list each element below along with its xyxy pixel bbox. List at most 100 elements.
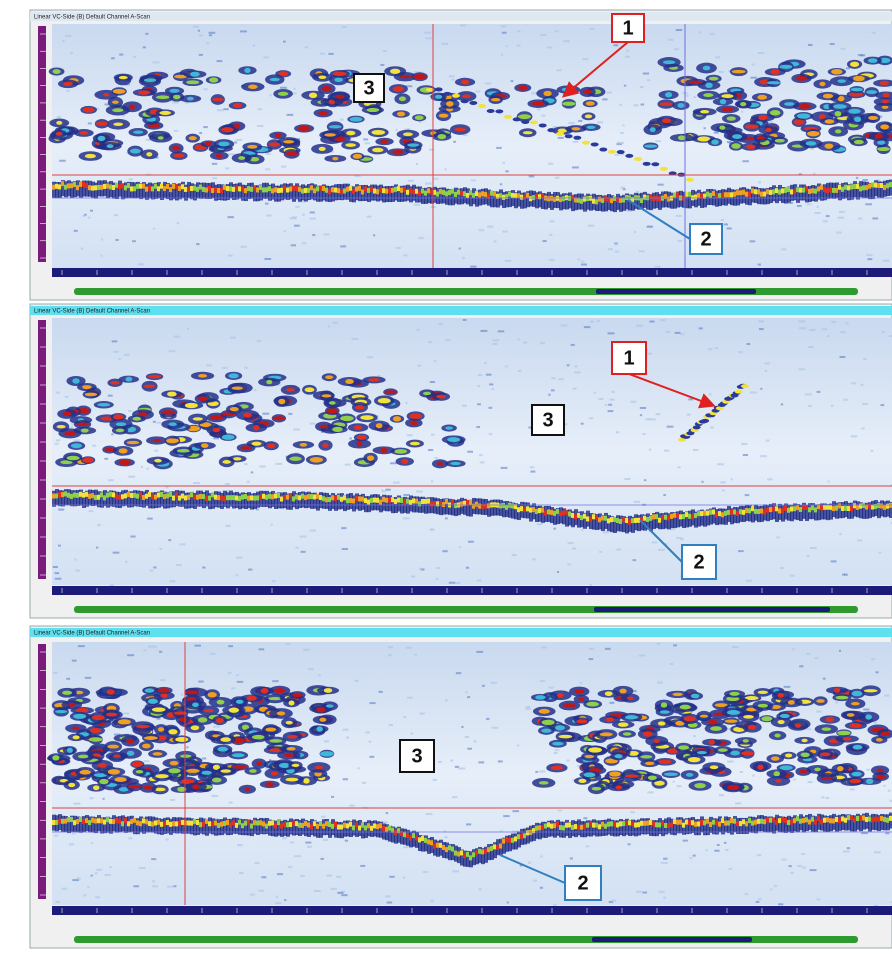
speckle bbox=[537, 523, 543, 525]
speckle bbox=[174, 336, 181, 338]
echo-core bbox=[708, 720, 717, 725]
echo-core bbox=[865, 714, 872, 719]
indication bbox=[556, 132, 564, 136]
speckle bbox=[549, 259, 555, 261]
speckle bbox=[281, 166, 286, 168]
echo-core bbox=[136, 725, 149, 728]
echo-core bbox=[67, 748, 73, 753]
indication bbox=[521, 120, 529, 124]
speckle bbox=[288, 413, 292, 415]
speckle bbox=[624, 478, 630, 480]
speckle bbox=[74, 559, 76, 561]
speckle bbox=[661, 862, 668, 864]
echo-core bbox=[729, 692, 739, 696]
speckle bbox=[605, 404, 607, 406]
echo-core bbox=[318, 76, 326, 79]
echo-core bbox=[722, 107, 734, 111]
echo-core bbox=[435, 95, 442, 99]
speckle bbox=[778, 903, 783, 905]
echo-core bbox=[543, 91, 551, 96]
echo-core bbox=[848, 109, 860, 114]
speckle bbox=[680, 333, 685, 335]
speckle bbox=[58, 509, 64, 511]
speckle bbox=[872, 32, 876, 34]
speckle bbox=[577, 259, 580, 261]
speckle bbox=[152, 61, 159, 63]
speckle bbox=[415, 654, 418, 656]
echo-core bbox=[380, 448, 387, 453]
speckle bbox=[799, 368, 805, 370]
callout-label: 2 bbox=[577, 872, 588, 894]
scroll-thumb[interactable] bbox=[596, 289, 756, 294]
speckle bbox=[590, 584, 592, 586]
speckle bbox=[699, 327, 703, 329]
indication bbox=[513, 117, 521, 121]
echo-core bbox=[640, 755, 652, 758]
speckle bbox=[693, 449, 698, 451]
speckle bbox=[843, 850, 850, 852]
echo-core bbox=[778, 720, 785, 724]
speckle bbox=[505, 170, 508, 172]
speckle bbox=[470, 266, 476, 268]
speckle bbox=[111, 57, 115, 59]
echo-core bbox=[93, 785, 99, 790]
echo-core bbox=[741, 751, 754, 755]
speckle bbox=[851, 382, 856, 384]
speckle bbox=[283, 41, 286, 43]
echo-core bbox=[185, 690, 198, 694]
speckle bbox=[478, 761, 484, 763]
echo-core bbox=[265, 728, 276, 732]
echo-core bbox=[186, 80, 199, 84]
speckle bbox=[611, 900, 616, 902]
speckle bbox=[236, 557, 242, 559]
echo-core bbox=[555, 725, 565, 730]
speckle bbox=[597, 121, 603, 123]
speckle bbox=[147, 518, 153, 520]
speckle bbox=[81, 248, 83, 250]
echo-core bbox=[152, 707, 165, 712]
speckle bbox=[810, 869, 817, 871]
echo-core bbox=[880, 732, 890, 736]
speckle bbox=[244, 463, 248, 465]
speckle bbox=[416, 490, 423, 492]
echo-core bbox=[99, 779, 108, 784]
speckle bbox=[501, 54, 503, 56]
speckle bbox=[217, 60, 223, 62]
speckle bbox=[425, 37, 432, 39]
speckle bbox=[275, 902, 281, 904]
echo-core bbox=[423, 392, 431, 395]
speckle bbox=[599, 551, 602, 553]
echo-core bbox=[684, 716, 696, 721]
speckle bbox=[477, 403, 481, 405]
speckle bbox=[639, 250, 645, 252]
speckle bbox=[530, 466, 534, 468]
speckle bbox=[858, 54, 863, 56]
speckle bbox=[799, 665, 803, 667]
speckle bbox=[555, 749, 560, 751]
echo-core bbox=[248, 85, 258, 89]
speckle bbox=[169, 350, 176, 352]
speckle bbox=[58, 545, 61, 547]
speckle bbox=[528, 862, 531, 864]
speckle bbox=[580, 682, 582, 684]
echo-core bbox=[82, 385, 92, 389]
speckle bbox=[839, 533, 842, 535]
echo-core bbox=[345, 379, 354, 384]
speckle bbox=[467, 748, 472, 750]
speckle bbox=[438, 761, 442, 763]
echo-core bbox=[574, 689, 584, 693]
speckle bbox=[229, 802, 233, 804]
echo-core bbox=[393, 416, 401, 421]
speckle bbox=[871, 658, 875, 660]
speckle bbox=[872, 217, 878, 219]
speckle bbox=[750, 391, 757, 393]
scroll-thumb[interactable] bbox=[592, 937, 752, 942]
scan-image bbox=[52, 318, 892, 586]
scroll-thumb[interactable] bbox=[594, 607, 830, 612]
speckle bbox=[567, 759, 570, 761]
speckle bbox=[616, 431, 619, 433]
speckle bbox=[610, 399, 615, 401]
speckle bbox=[418, 237, 424, 239]
speckle bbox=[676, 29, 682, 31]
speckle bbox=[533, 880, 537, 882]
